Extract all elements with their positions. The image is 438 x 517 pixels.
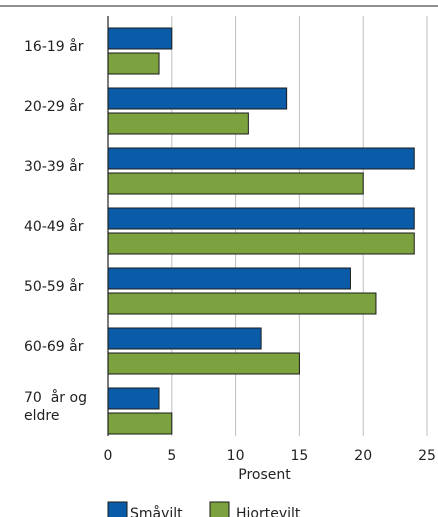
bar-smavilt-1: [107, 87, 288, 110]
bar-hjortevilt-1: [107, 112, 249, 135]
bars: [107, 16, 415, 436]
x-tick-label-25: 25: [418, 448, 436, 464]
category-label-3: 40-49 år: [24, 218, 84, 235]
category-label-0: 16-19 år: [24, 38, 84, 55]
category-label-4: 50-59 år: [24, 278, 84, 295]
bar-hjortevilt-3: [107, 232, 415, 255]
x-tick-label-15: 15: [290, 448, 308, 464]
x-tick-label-0: 0: [104, 448, 113, 464]
x-tick-labels: 0 5 10 15 20 25: [104, 448, 436, 464]
bar-smavilt-0: [107, 27, 173, 50]
x-tick-label-20: 20: [354, 448, 372, 464]
category-labels: 16-19 år 20-29 år 30-39 år 40-49 år 50-59 år…: [24, 38, 87, 424]
legend-swatch-hjortevilt: [209, 501, 230, 517]
bar-hjortevilt-6: [107, 412, 173, 435]
category-label-5: 60-69 år: [24, 338, 84, 355]
bar-smavilt-4: [107, 267, 351, 290]
x-tick-label-5: 5: [167, 448, 176, 464]
bar-hjortevilt-4: [107, 292, 377, 315]
bar-smavilt-5: [107, 327, 262, 350]
category-label-6-0: 70 år og: [24, 389, 87, 406]
x-axis-title: Prosent: [238, 467, 291, 483]
bar-smavilt-3: [107, 207, 415, 230]
category-label-1: 20-29 år: [24, 98, 84, 115]
category-label-6-1: eldre: [24, 408, 59, 424]
legend-swatch-smavilt: [107, 501, 128, 517]
bar-smavilt-2: [107, 147, 415, 170]
legend: Småvilt Hjortevilt: [107, 501, 301, 517]
bar-hjortevilt-5: [107, 352, 300, 375]
bar-smavilt-6: [107, 387, 160, 410]
bar-hjortevilt-2: [107, 172, 364, 195]
bar-hjortevilt-0: [107, 52, 160, 75]
category-label-2: 30-39 år: [24, 158, 84, 175]
legend-label-hjortevilt: Hjortevilt: [236, 506, 301, 517]
legend-label-smavilt: Småvilt: [130, 505, 183, 517]
x-tick-label-10: 10: [227, 448, 245, 464]
